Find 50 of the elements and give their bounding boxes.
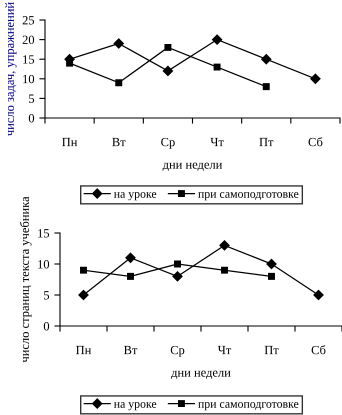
point xyxy=(164,44,172,51)
x-tick-label: Пн xyxy=(62,138,78,146)
point xyxy=(212,34,222,45)
y-tick-label: 15 xyxy=(38,229,50,238)
point xyxy=(162,66,174,76)
legend-label: на уроке xyxy=(114,402,156,410)
legend-label: при самоподготовке xyxy=(198,402,298,410)
point xyxy=(125,252,136,263)
x-axis-title: дни недели xyxy=(171,370,231,379)
x-tick-label: Пн xyxy=(76,346,92,354)
point xyxy=(268,272,275,280)
point xyxy=(78,290,89,300)
x-axis-title: дни недели xyxy=(162,162,222,171)
point xyxy=(172,271,183,282)
y-tick-label: 5 xyxy=(29,94,34,103)
y-tick-label: 0 xyxy=(44,322,50,330)
y-tick-label: 5 xyxy=(44,291,50,300)
y-tick-label: 20 xyxy=(22,36,34,44)
point xyxy=(127,272,134,280)
legend-label: на уроке xyxy=(114,192,156,200)
y-tick-label: 15 xyxy=(23,55,34,64)
x-tick-label: Пт xyxy=(259,138,274,146)
point xyxy=(115,79,122,86)
point xyxy=(214,64,221,71)
point xyxy=(266,258,277,270)
point xyxy=(221,266,228,274)
x-tick-label: Сб xyxy=(312,345,326,354)
legend-label: при самоподготовке xyxy=(198,192,298,200)
x-tick-label: Чт xyxy=(218,346,232,354)
x-tick-label: Чт xyxy=(210,138,224,146)
point xyxy=(114,38,124,49)
point xyxy=(219,240,230,251)
x-tick-label: Ср xyxy=(161,138,175,149)
y-tick-label: 0 xyxy=(28,114,34,122)
y-tick-label: 10 xyxy=(38,260,50,268)
y-tick-label: 10 xyxy=(23,74,34,84)
x-tick-label: Пт xyxy=(264,346,279,354)
point xyxy=(80,266,87,274)
point xyxy=(310,74,321,84)
y-tick-label: 25 xyxy=(22,16,34,24)
x-tick-label: Вт xyxy=(124,346,138,354)
x-tick-label: Ср xyxy=(170,346,184,357)
point xyxy=(313,290,324,300)
y-axis-title: число задач, упражнений xyxy=(5,2,17,136)
x-tick-label: Вт xyxy=(112,138,126,146)
point xyxy=(174,260,181,268)
x-tick-label: Сб xyxy=(308,137,322,146)
point xyxy=(262,83,270,90)
point xyxy=(261,54,272,64)
y-axis-title: число страниц текста учебника xyxy=(20,196,32,362)
